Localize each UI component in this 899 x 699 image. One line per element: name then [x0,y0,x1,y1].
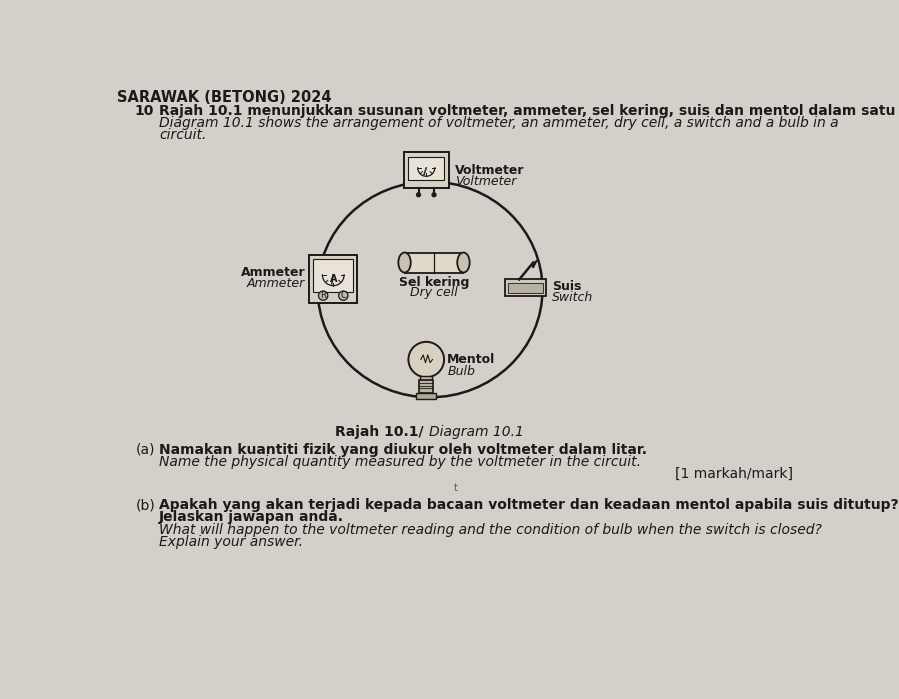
Text: Rajah 10.1 menunjukkan susunan voltmeter, ammeter, sel kering, suis dan mentol d: Rajah 10.1 menunjukkan susunan voltmeter… [159,104,899,118]
Text: SARAWAK (BETONG) 2024: SARAWAK (BETONG) 2024 [117,90,332,105]
Bar [405,252,464,273]
Text: Apakah yang akan terjadi kepada bacaan voltmeter dan keadaan mentol apabila suis: Apakah yang akan terjadi kepada bacaan v… [159,498,898,512]
Text: Mentol: Mentol [447,354,495,366]
Bar [309,255,357,303]
Circle shape [416,193,421,196]
Text: Switch: Switch [552,291,593,304]
Text: Jelaskan jawapan anda.: Jelaskan jawapan anda. [159,510,344,524]
Text: t: t [453,483,458,493]
Text: Explain your answer.: Explain your answer. [159,535,303,549]
Text: C: C [341,291,346,300]
Text: Rajah 10.1/: Rajah 10.1/ [335,425,429,439]
Text: Voltmeter: Voltmeter [455,164,524,177]
Circle shape [318,291,328,301]
Circle shape [339,291,348,301]
Circle shape [408,342,444,377]
Bar [416,393,436,399]
Text: Namakan kuantiti fizik yang diukur oleh voltmeter dalam litar.: Namakan kuantiti fizik yang diukur oleh … [159,442,647,456]
Text: [1 markah/mark]: [1 markah/mark] [675,468,793,482]
Text: Voltmeter: Voltmeter [455,175,516,188]
Text: Suis: Suis [552,280,581,293]
Text: Dry cell: Dry cell [410,287,458,299]
Text: Ammeter: Ammeter [241,266,306,280]
Text: R: R [320,291,326,300]
Text: Name the physical quantity measured by the voltmeter in the circuit.: Name the physical quantity measured by t… [159,455,641,469]
Text: Diagram 10.1: Diagram 10.1 [429,425,523,439]
Text: Diagram 10.1 shows the arrangement of voltmeter, an ammeter, dry cell, a switch : Diagram 10.1 shows the arrangement of vo… [159,116,839,130]
Circle shape [432,193,436,196]
Text: Bulb: Bulb [447,365,475,378]
Bar [313,259,353,291]
Bar [408,157,444,180]
Text: 10: 10 [134,104,154,118]
Ellipse shape [398,252,411,273]
Ellipse shape [458,252,469,273]
Text: (b): (b) [136,498,156,512]
Bar [420,375,432,380]
Bar [505,280,546,296]
Text: circuit.: circuit. [159,128,206,142]
Bar [419,380,433,393]
Text: Sel kering: Sel kering [399,276,469,289]
Text: (a): (a) [136,442,156,456]
Text: A: A [330,274,337,284]
Text: What will happen to the voltmeter reading and the condition of bulb when the swi: What will happen to the voltmeter readin… [159,523,822,537]
Bar [509,282,542,294]
Text: Ammeter: Ammeter [247,277,306,290]
Bar [404,152,449,188]
Polygon shape [531,260,537,268]
